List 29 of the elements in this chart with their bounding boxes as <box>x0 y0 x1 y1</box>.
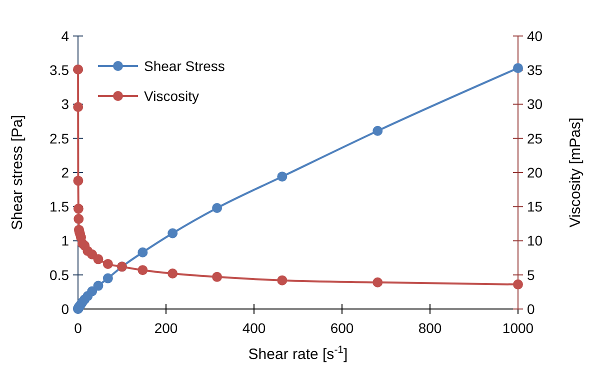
y2-tick-label: 35 <box>527 62 543 78</box>
y-axis-title: Shear stress [Pa] <box>9 114 26 230</box>
x-tick-label: 0 <box>74 320 82 336</box>
x-tick-label: 600 <box>330 320 354 336</box>
legend-label: Shear Stress <box>144 58 225 74</box>
y2-tick-label: 0 <box>527 300 535 317</box>
y2-tick-label: 30 <box>527 96 543 112</box>
y-tick-label: 1.5 <box>50 198 70 215</box>
x-tick-label: 200 <box>154 320 178 336</box>
y-tick-label: 4 <box>61 28 70 44</box>
y2-tick-label: 15 <box>527 198 543 215</box>
y-tick-label: 2.5 <box>50 130 70 146</box>
y2-tick-label: 25 <box>527 130 543 146</box>
y2-tick-label: 10 <box>527 232 543 249</box>
y-tick-label: 1 <box>61 232 70 249</box>
y2-axis-title: Viscosity [mPas] <box>567 118 584 228</box>
legend-label: Viscosity <box>144 88 199 104</box>
y2-tick-label: 5 <box>527 266 535 283</box>
y-tick-label: 2 <box>61 164 70 180</box>
y-tick-label: 3 <box>61 96 70 112</box>
x-tick-label: 1000 <box>502 320 534 336</box>
y-tick-label: 0 <box>61 300 70 317</box>
y2-tick-label: 20 <box>527 164 543 180</box>
y-tick-label: 0.5 <box>50 266 70 283</box>
x-axis-title: Shear rate [s$^{-1}$] <box>248 344 348 363</box>
x-tick-label: 800 <box>418 320 442 336</box>
x-tick-label: 400 <box>242 320 266 336</box>
y2-tick-label: 40 <box>527 28 543 44</box>
y-tick-label: 3.5 <box>50 62 70 78</box>
